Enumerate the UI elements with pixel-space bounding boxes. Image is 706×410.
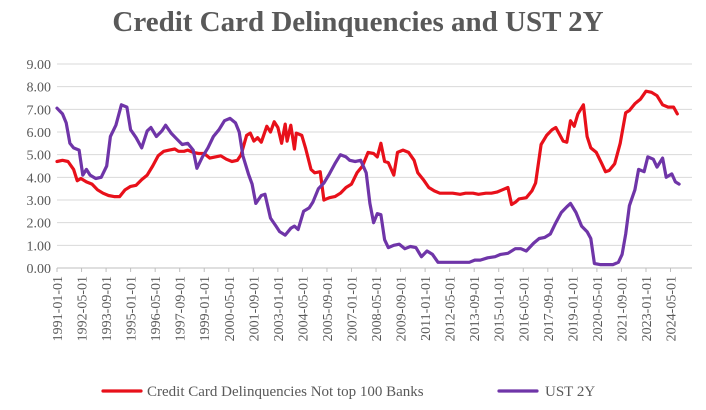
series-line-1 [55, 103, 681, 267]
x-tick-label: 2015-01-01 [493, 276, 508, 341]
x-tick-label: 2019-01-01 [566, 276, 581, 341]
legend-label-1: UST 2Y [545, 384, 595, 400]
x-tick-label: 2001-09-01 [247, 276, 262, 341]
x-tick-label: 1993-09-01 [100, 276, 115, 341]
x-tick-label: 1999-01-01 [198, 276, 213, 341]
x-tick-label: 2020-05-01 [591, 276, 606, 341]
y-tick-label: 7.00 [27, 103, 52, 118]
x-tick-label: 2003-01-01 [272, 276, 287, 341]
y-tick-label: 3.00 [27, 194, 52, 209]
x-tick-label: 2012-05-01 [444, 276, 459, 341]
x-tick-label: 2017-09-01 [542, 276, 557, 341]
legend-label-0: Credit Card Delinquencies Not top 100 Ba… [147, 384, 424, 400]
x-tick-label: 2007-01-01 [345, 276, 360, 341]
y-tick-label: 8.00 [27, 81, 52, 96]
x-tick-label: 2004-05-01 [296, 276, 311, 341]
x-tick-label: 2009-09-01 [395, 276, 410, 341]
x-tick-label: 1997-09-01 [174, 276, 189, 341]
x-tick-label: 2011-01-01 [419, 276, 434, 341]
y-tick-label: 5.00 [27, 149, 52, 164]
x-tick-label: 2021-09-01 [615, 276, 630, 341]
y-tick-label: 6.00 [27, 126, 52, 141]
x-tick-label: 2000-05-01 [223, 276, 238, 341]
x-tick-label: 2023-01-01 [640, 276, 655, 341]
y-tick-label: 4.00 [27, 171, 52, 186]
y-tick-label: 0.00 [27, 262, 52, 277]
y-tick-label: 2.00 [27, 217, 52, 232]
legend: Credit Card Delinquencies Not top 100 Ba… [101, 384, 595, 400]
x-tick-label: 2024-05-01 [665, 276, 680, 341]
x-tick-label: 2013-09-01 [468, 276, 483, 341]
x-tick-label: 1992-05-01 [76, 276, 91, 341]
x-tick-label: 1991-01-01 [51, 276, 66, 341]
x-tick-label: 1996-05-01 [149, 276, 164, 341]
chart-title: Credit Card Delinquencies and UST 2Y [112, 6, 603, 38]
series-lines [55, 89, 681, 267]
y-tick-label: 1.00 [27, 239, 52, 254]
x-tick-label: 2008-05-01 [370, 276, 385, 341]
x-tick-label: 1995-01-01 [125, 276, 140, 341]
y-tick-label: 9.00 [27, 58, 52, 73]
x-tick-label: 2005-09-01 [321, 276, 336, 341]
y-axis-ticks: 0.00 1.00 2.00 3.00 4.00 5.00 6.00 7.00 8.00 9.00 [27, 58, 52, 277]
x-tick-label: 2016-05-01 [517, 276, 532, 341]
x-axis-ticks: 1991-01-01 1992-05-01 1993-09-01 1995-01-01… [51, 268, 680, 341]
